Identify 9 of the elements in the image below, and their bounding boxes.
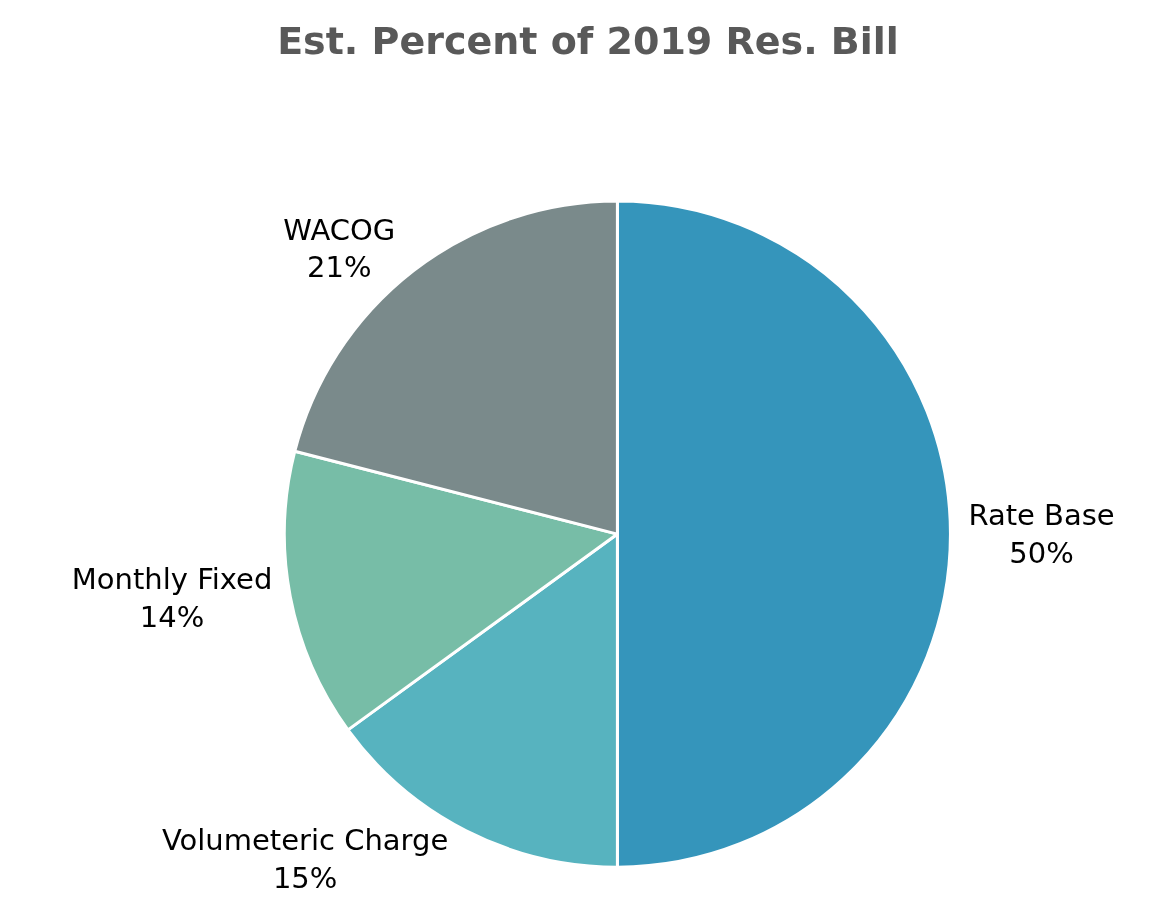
data-label: 14% bbox=[139, 599, 205, 634]
data-label: 21% bbox=[307, 250, 372, 285]
slice-label: Monthly Fixed bbox=[71, 561, 273, 596]
slice-label: Volumeteric Charge bbox=[161, 823, 449, 858]
slice-label: Rate Base bbox=[968, 498, 1115, 533]
slice-label: WACOG bbox=[283, 212, 396, 247]
data-label: 50% bbox=[1009, 535, 1074, 570]
data-label: 15% bbox=[272, 861, 338, 896]
chart-title: Est. Percent of 2019 Res. Bill bbox=[277, 18, 899, 63]
